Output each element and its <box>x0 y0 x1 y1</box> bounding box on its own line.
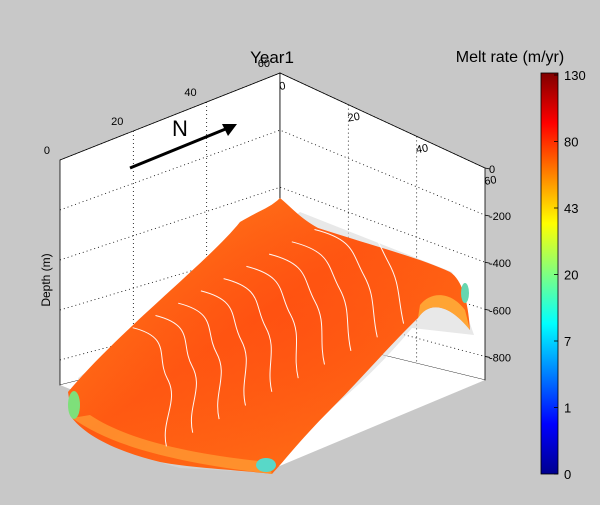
x-tick-label: 60 <box>483 174 497 188</box>
z-tick-mark <box>484 308 491 311</box>
colorbar-title: Melt rate (m/yr) <box>456 49 564 66</box>
z-tick-mark <box>484 261 491 264</box>
z-tick-label: -400 <box>489 258 511 270</box>
chart-title: Year1 <box>250 48 294 67</box>
z-axis-label: Depth (m) <box>39 253 53 306</box>
colorbar-tick-label: 20 <box>564 268 578 283</box>
z-tick-label: -600 <box>489 305 511 317</box>
colorbar-tick-label: 0 <box>564 467 571 482</box>
x-tick-label: 40 <box>415 142 429 156</box>
colorbar-ticks: 130 80 43 20 7 1 0 <box>554 68 586 482</box>
contour-line <box>200 290 247 406</box>
contour-line <box>178 302 222 420</box>
surface-cool-spot-bottom <box>256 458 276 472</box>
contour-line <box>314 229 378 338</box>
colorbar-tick-label: 1 <box>564 401 571 416</box>
x-tick-label: 0 <box>278 80 286 93</box>
surface-right-edge-light <box>418 295 470 330</box>
z-tick-mark <box>484 167 491 170</box>
contour-line <box>268 253 325 365</box>
colorbar-tick-label: 130 <box>564 68 586 83</box>
contour-line <box>223 278 273 392</box>
contour-line <box>291 241 352 352</box>
x-tick-label: 20 <box>347 111 361 125</box>
colorbar: Melt rate (m/yr) 130 80 43 20 7 1 0 <box>456 49 586 482</box>
colorbar-gradient <box>540 72 559 475</box>
north-arrow-label: N <box>172 116 188 141</box>
z-gridline <box>59 72 486 169</box>
contour-line <box>132 327 173 447</box>
north-arrow-head <box>222 124 237 136</box>
z-tick-mark <box>484 214 491 217</box>
contour-line <box>337 216 405 324</box>
z-tick-label: 0 <box>489 164 495 176</box>
surface-cool-spot-right <box>461 283 469 303</box>
contour-line <box>155 315 197 433</box>
colorbar-tick-label: 43 <box>564 201 578 216</box>
contour-lines <box>132 216 405 447</box>
z-tick-label: -200 <box>489 211 511 223</box>
colorbar-tick-label: 80 <box>564 135 578 150</box>
z-tick-label: -800 <box>489 352 511 364</box>
contour-line <box>246 265 299 379</box>
surface-cool-spot-left <box>68 391 80 419</box>
y-tick-label: 60 <box>258 58 270 70</box>
y-tick-label: 40 <box>184 87 196 99</box>
y-tick-label: 0 <box>44 145 50 157</box>
north-arrow-shaft <box>129 126 229 170</box>
y-tick-label: 20 <box>111 116 123 128</box>
melt-rate-surface <box>68 198 474 474</box>
surface-near-edge-light <box>72 415 272 474</box>
z-tick-mark <box>484 356 491 358</box>
north-arrow: N <box>129 116 237 170</box>
colorbar-tick-label: 7 <box>564 334 571 349</box>
